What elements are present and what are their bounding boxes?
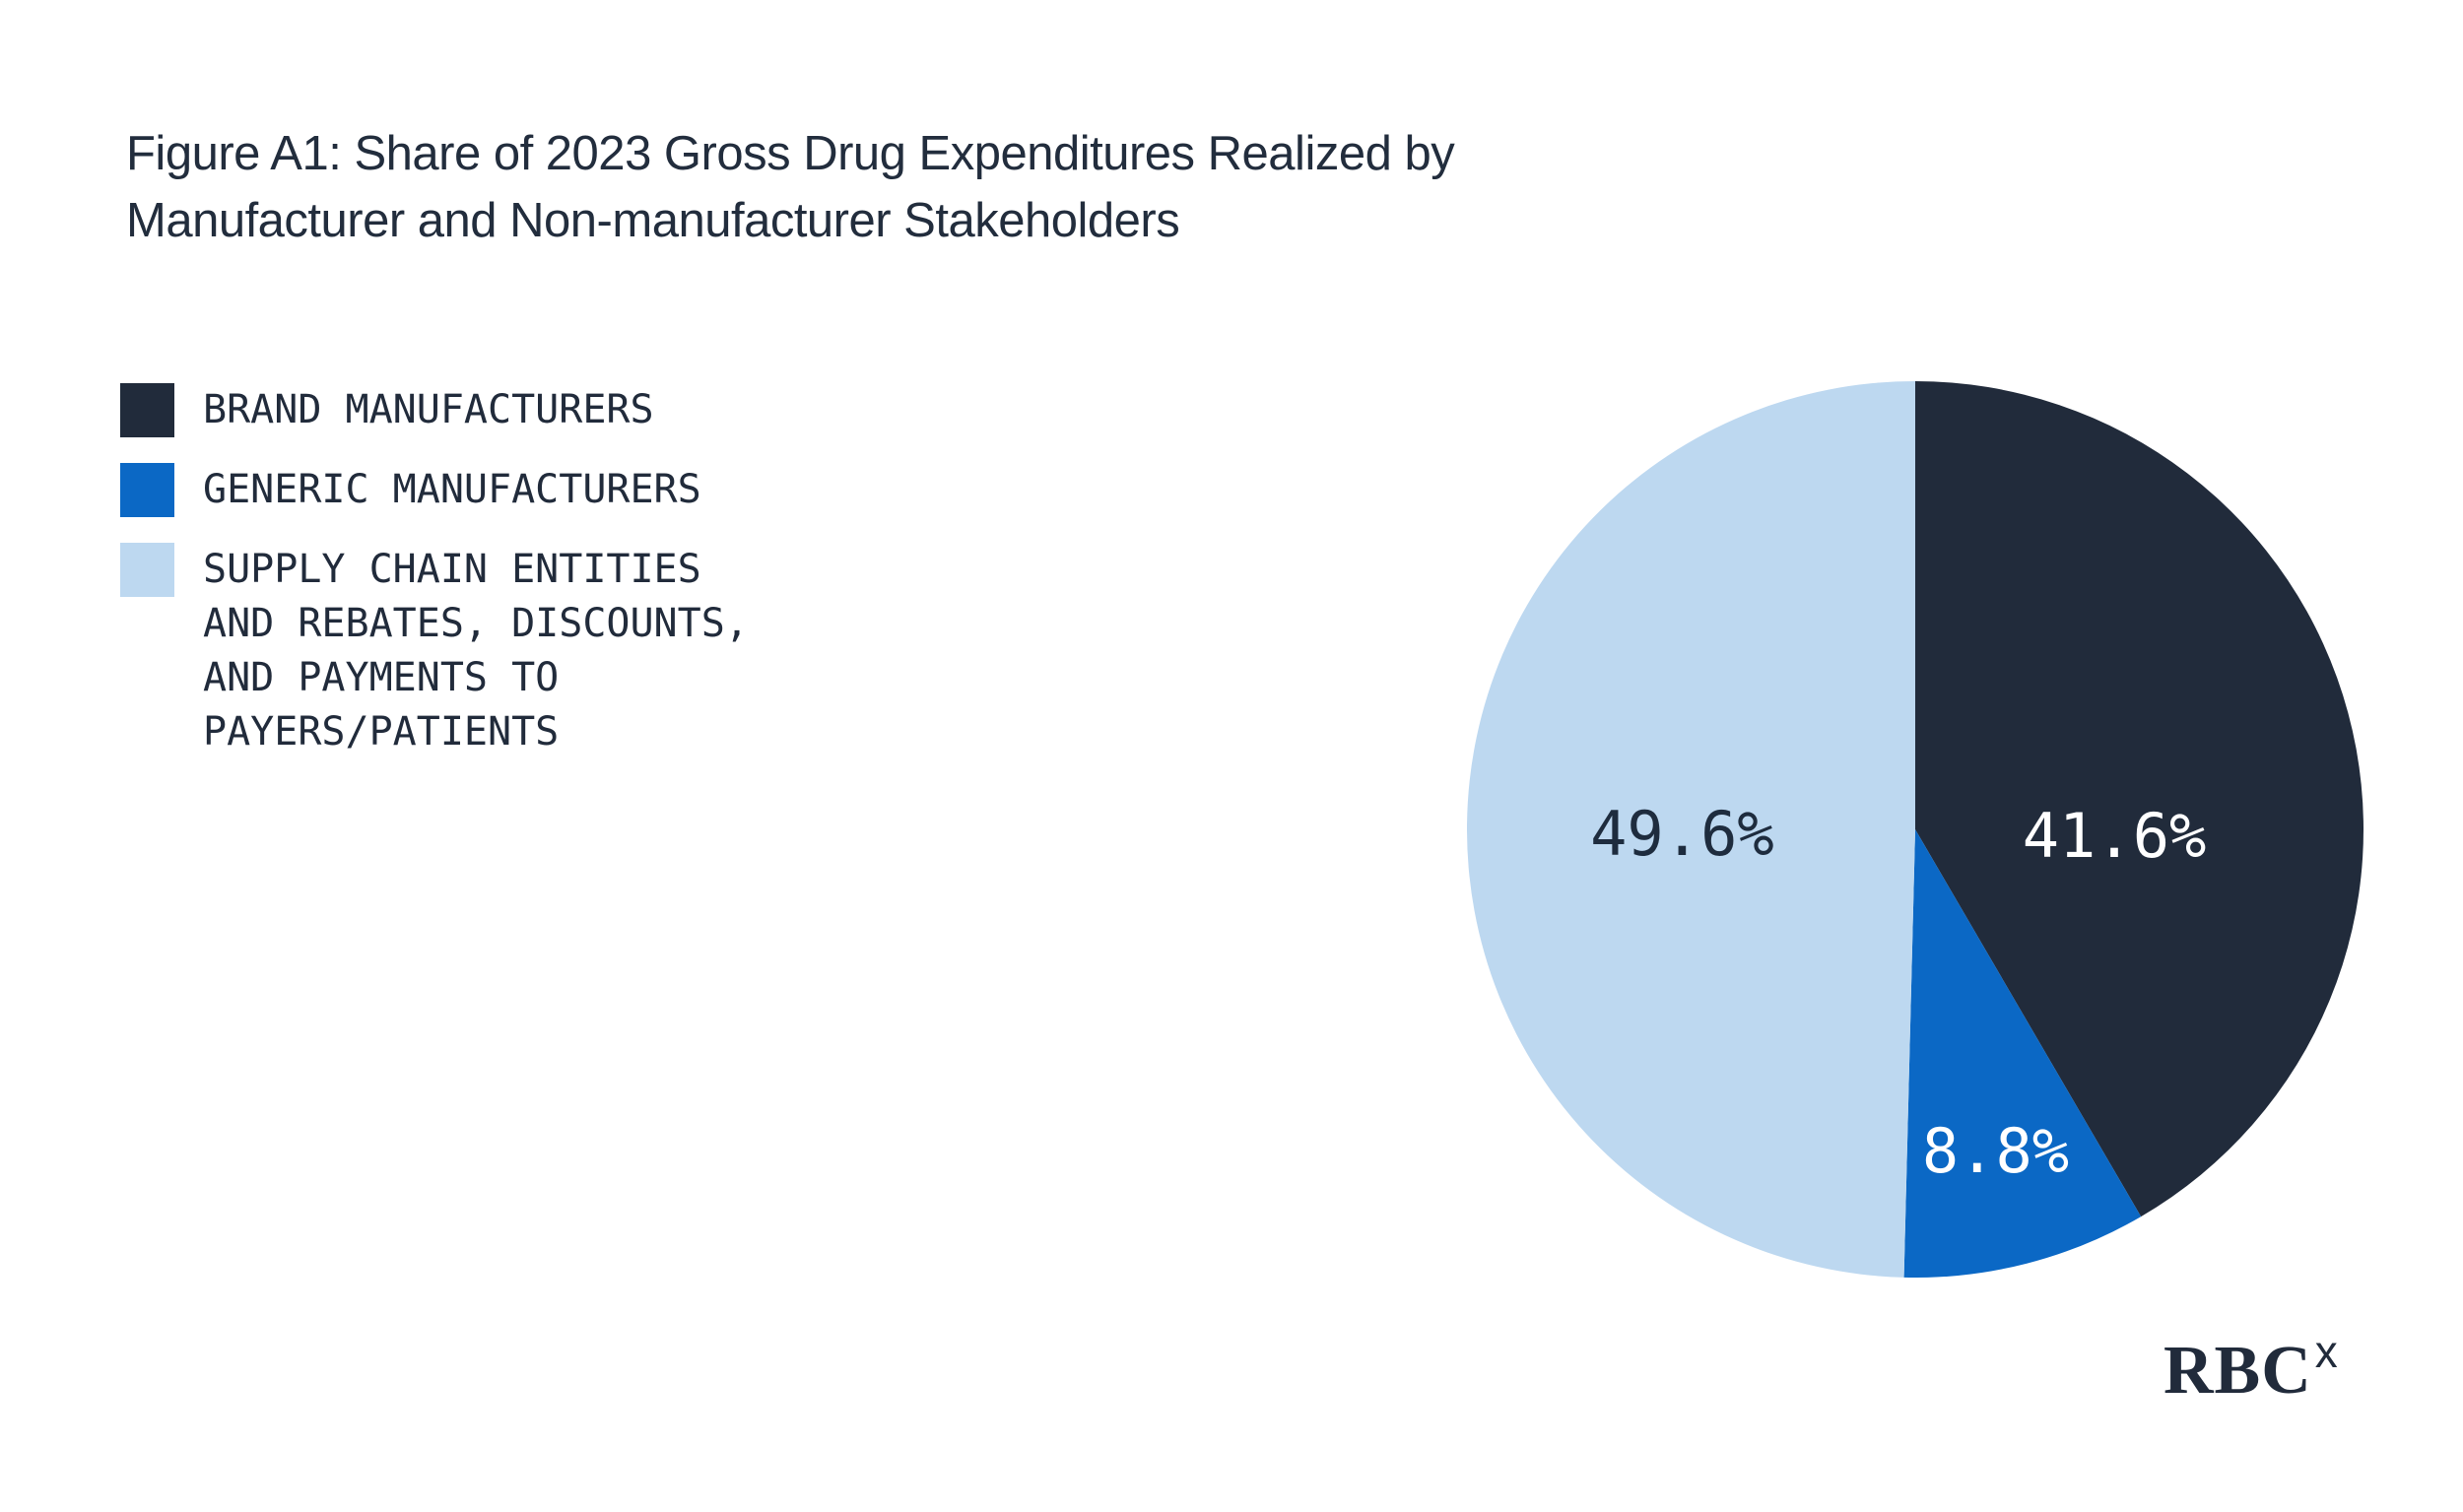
legend-label: SUPPLY CHAIN ENTITIES AND REBATES, DISCO…	[203, 547, 749, 755]
pie-slice	[1915, 381, 2363, 1217]
legend-swatch	[120, 463, 174, 517]
rbcx-logo-text: RBC	[2163, 1333, 2312, 1409]
pie-slice-label: 49.6%	[1590, 798, 1774, 871]
legend-label: BRAND MANUFACTURERS	[203, 387, 654, 432]
legend-swatch	[120, 383, 174, 437]
pie-chart: 41.6% 8.8% 49.6%	[1467, 381, 2363, 1278]
pie-slice	[1903, 829, 2142, 1278]
legend-item: SUPPLY CHAIN ENTITIES AND REBATES, DISCO…	[120, 543, 749, 759]
rbcx-logo-superscript: x	[2314, 1326, 2338, 1377]
legend-swatch	[120, 543, 174, 597]
pie-svg	[1467, 381, 2363, 1278]
legend-item: BRAND MANUFACTURERS	[120, 383, 749, 437]
rbcx-logo: RBCx	[2163, 1326, 2338, 1411]
pie-slice-label: 41.6%	[2022, 800, 2207, 873]
legend-label: GENERIC MANUFACTURERS	[203, 467, 701, 512]
legend-item: GENERIC MANUFACTURERS	[120, 463, 749, 517]
figure-title: Figure A1: Share of 2023 Gross Drug Expe…	[126, 127, 1455, 247]
pie-slice-label: 8.8%	[1921, 1115, 2070, 1188]
pie-slice	[1467, 381, 1915, 1278]
legend: BRAND MANUFACTURERS GENERIC MANUFACTURER…	[120, 383, 749, 759]
